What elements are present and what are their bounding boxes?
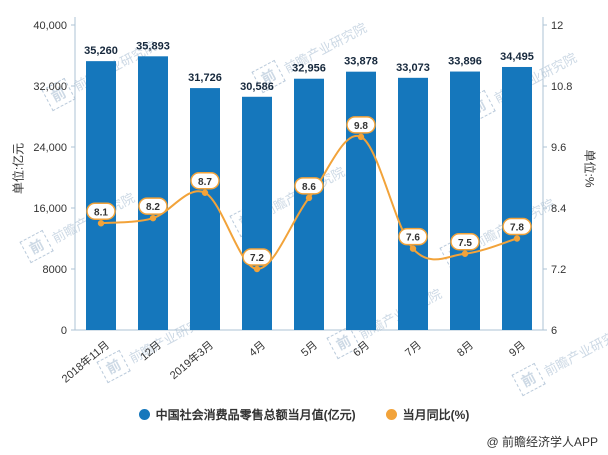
line-point — [357, 133, 365, 141]
line-value-label: 8.2 — [146, 202, 160, 213]
bar — [502, 66, 532, 331]
legend-item-line-series: 当月同比(%) — [385, 406, 470, 423]
legend-item-bar-series: 中国社会消费品零售总额当月值(亿元) — [138, 406, 356, 423]
bar — [398, 77, 428, 330]
line-point — [253, 265, 261, 273]
line-value-badge — [346, 116, 376, 134]
line-point — [409, 245, 417, 252]
left-tick-label: 0 — [61, 325, 67, 337]
left-tick-label: 8000 — [43, 264, 67, 276]
line-value-label: 8.7 — [198, 177, 212, 188]
line-value-badge — [138, 197, 168, 215]
line-point — [149, 214, 157, 222]
line-value-badge — [190, 172, 220, 190]
bar-value-label: 35,260 — [84, 45, 118, 57]
x-tick-label: 9月 — [507, 339, 528, 359]
line-value-badge — [86, 202, 116, 220]
bar-value-label: 31,726 — [188, 72, 222, 84]
line-point — [513, 235, 521, 242]
bar — [190, 88, 220, 330]
right-axis-title: 单位:% — [582, 149, 597, 188]
bar — [294, 78, 324, 330]
left-axis-title: 单位:亿元 — [11, 142, 26, 195]
bar-value-label: 33,878 — [344, 56, 378, 68]
bar-value-label: 35,893 — [136, 40, 170, 52]
bar — [138, 56, 168, 330]
right-tick-label: 8.4 — [551, 203, 566, 215]
right-tick-label: 10.8 — [551, 81, 572, 93]
line-value-badge — [502, 217, 532, 236]
line-value-label: 8.6 — [302, 182, 316, 193]
credit-text: @ 前瞻经济学人APP — [486, 435, 598, 449]
left-tick-label: 40,000 — [33, 20, 67, 32]
line-value-badge — [450, 233, 480, 251]
bar-value-label: 33,896 — [448, 56, 482, 68]
x-tick-label: 8月 — [455, 339, 476, 359]
line-value-badge — [242, 248, 272, 266]
x-tick-label: 7月 — [403, 339, 424, 359]
line-value-label: 7.5 — [458, 238, 472, 249]
right-tick-label: 12 — [551, 20, 563, 32]
x-tick-label: 6月 — [351, 339, 372, 359]
x-tick-label: 12月 — [138, 339, 164, 363]
x-tick-label: 4月 — [247, 339, 268, 359]
right-tick-label: 9.6 — [551, 142, 566, 154]
bar — [86, 61, 116, 330]
line-value-label: 7.2 — [250, 253, 264, 264]
x-tick-label: 2019年3月 — [167, 338, 216, 383]
right-tick-label: 7.2 — [551, 264, 566, 276]
line-value-label: 8.1 — [94, 207, 108, 218]
line-point — [461, 250, 469, 257]
right-tick-label: 6 — [551, 325, 557, 337]
line-value-label: 7.6 — [406, 233, 420, 244]
bar-value-label: 34,495 — [500, 51, 534, 63]
x-tick-label: 2018年11月 — [59, 338, 112, 386]
left-tick-label: 16,000 — [33, 203, 67, 215]
bar-series-marker-icon — [138, 409, 150, 420]
line-value-label: 9.8 — [354, 121, 368, 132]
legend: 中国社会消费品零售总额当月值(亿元) 当月同比(%) — [0, 406, 608, 423]
line-value-label: 7.8 — [510, 223, 524, 234]
line-point — [305, 194, 313, 202]
bar-value-label: 33,073 — [396, 62, 430, 74]
line-point — [97, 220, 105, 227]
left-tick-label: 32,000 — [33, 81, 67, 93]
line-point — [201, 189, 209, 196]
bar-value-label: 32,956 — [292, 63, 326, 75]
bar — [242, 96, 272, 330]
left-tick-label: 24,000 — [33, 142, 67, 154]
bar — [346, 71, 376, 331]
line-series-label: 当月同比(%) — [402, 408, 470, 422]
bar — [450, 71, 480, 330]
line-value-badge — [398, 227, 428, 246]
x-tick-label: 5月 — [299, 339, 320, 359]
line-value-badge — [294, 177, 324, 195]
line-series-marker-icon — [385, 409, 397, 420]
bar-value-label: 30,586 — [240, 81, 274, 93]
bar-series-label: 中国社会消费品零售总额当月值(亿元) — [155, 408, 356, 422]
